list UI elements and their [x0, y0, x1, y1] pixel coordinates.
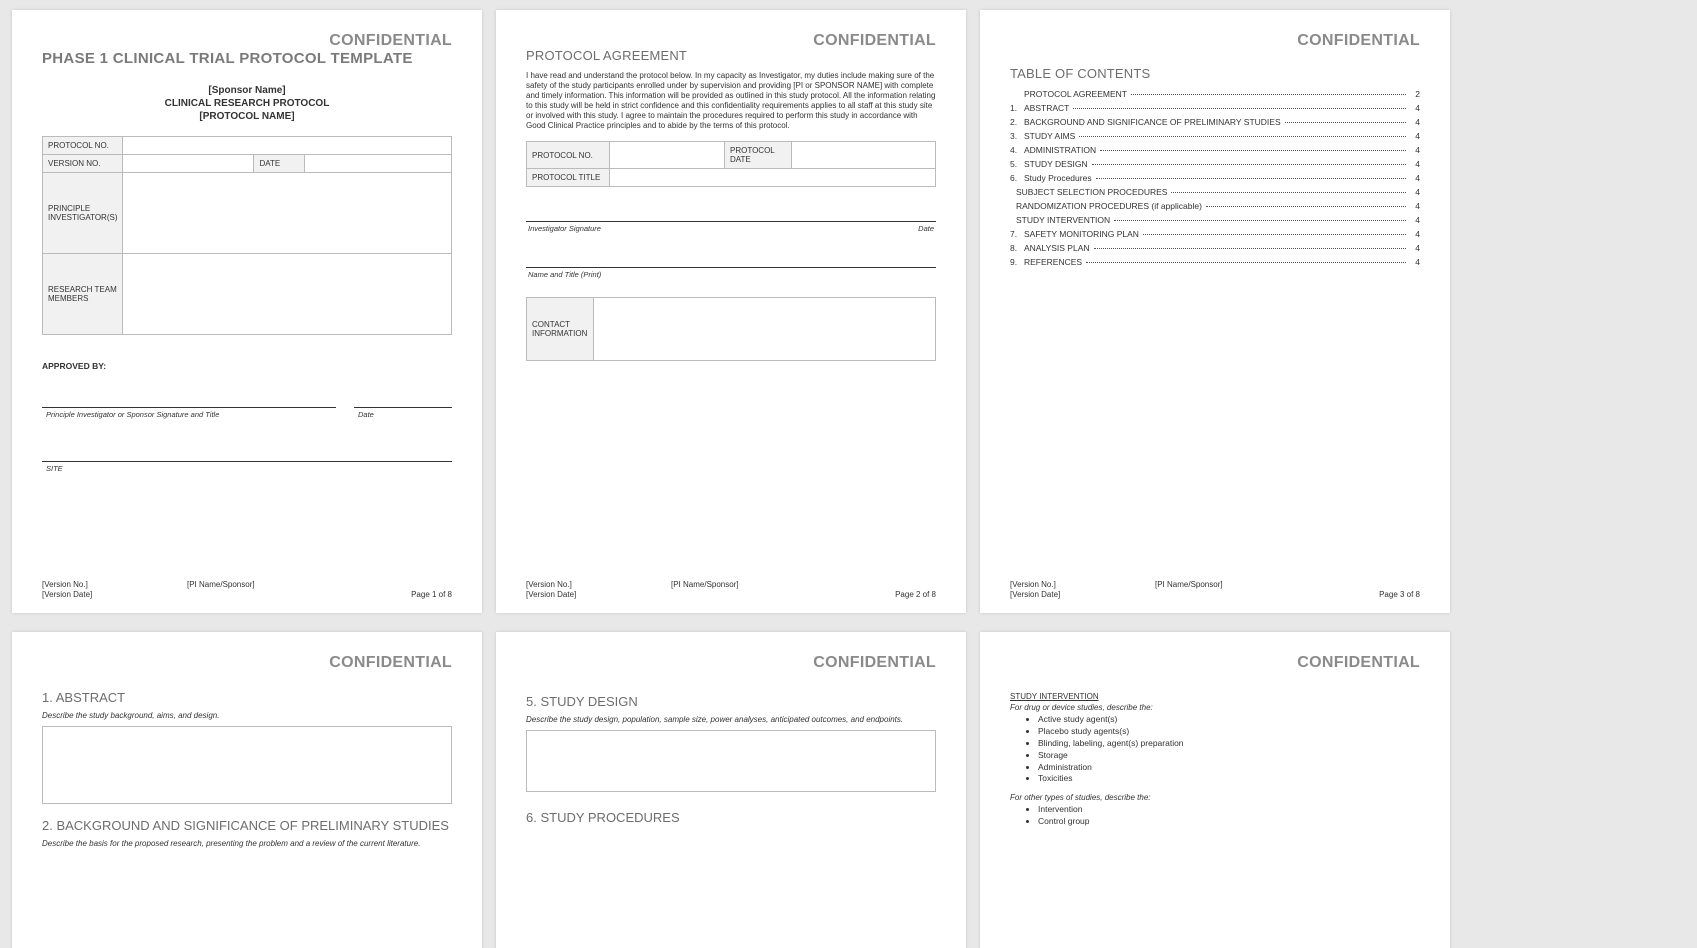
toc-entry: 9.REFERENCES4: [1010, 257, 1420, 267]
protocol-no-cell: [123, 137, 452, 155]
date-label: DATE: [254, 155, 305, 173]
toc-entry: 5.STUDY DESIGN4: [1010, 159, 1420, 169]
page-title: PHASE 1 CLINICAL TRIAL PROTOCOL TEMPLATE: [42, 50, 452, 67]
page-1: CONFIDENTIAL PHASE 1 CLINICAL TRIAL PROT…: [12, 10, 482, 613]
text-box: [42, 726, 452, 804]
list-item: Toxicities: [1038, 773, 1420, 785]
subsection-heading: STUDY INTERVENTION: [1010, 692, 1420, 701]
toc-entry: 7.SAFETY MONITORING PLAN4: [1010, 229, 1420, 239]
name-title-line: Name and Title (Print): [526, 267, 936, 279]
approved-by-label: APPROVED BY:: [42, 361, 452, 371]
page-footer: [Version No.][PI Name/Sponsor] [Version …: [526, 579, 936, 599]
protocol-name: [PROTOCOL NAME]: [42, 111, 452, 122]
subsection-description: For other types of studies, describe the…: [1010, 793, 1420, 802]
contact-cell: [594, 298, 936, 361]
section-description: Describe the study design, population, s…: [526, 715, 936, 724]
confidential-watermark: CONFIDENTIAL: [813, 654, 936, 672]
page-3: CONFIDENTIAL TABLE OF CONTENTS PROTOCOL …: [980, 10, 1450, 613]
version-no-cell: [123, 155, 254, 173]
table-of-contents: PROTOCOL AGREEMENT2 1.ABSTRACT4 2.BACKGROU…: [1010, 89, 1420, 267]
signature-line-pi: Principle Investigator or Sponsor Signat…: [42, 407, 336, 419]
section-heading: 6. STUDY PROCEDURES: [526, 810, 936, 825]
list-item: Active study agent(s): [1038, 714, 1420, 726]
protocol-title-label: PROTOCOL TITLE: [527, 169, 610, 187]
section-heading: 1. ABSTRACT: [42, 690, 452, 705]
list-item: Control group: [1038, 816, 1420, 828]
toc-entry: RANDOMIZATION PROCEDURES (if applicable)…: [1010, 201, 1420, 211]
page-footer: [Version No.][PI Name/Sponsor] [Version …: [42, 579, 452, 599]
signature-line-site: SITE: [42, 461, 452, 473]
page-number: Page 1 of 8: [411, 590, 452, 599]
list-item: Intervention: [1038, 804, 1420, 816]
protocol-no-cell: [610, 142, 725, 169]
contact-info-table: CONTACT INFORMATION: [526, 297, 936, 361]
team-label: RESEARCH TEAM MEMBERS: [43, 254, 123, 335]
section-heading: 5. STUDY DESIGN: [526, 694, 936, 709]
section-description: Describe the study background, aims, and…: [42, 711, 452, 720]
pi-label: PRINCIPLE INVESTIGATOR(S): [43, 173, 123, 254]
toc-entry: 8.ANALYSIS PLAN4: [1010, 243, 1420, 253]
toc-entry: STUDY INTERVENTION4: [1010, 215, 1420, 225]
section-heading: PROTOCOL AGREEMENT: [526, 48, 936, 63]
sponsor-name: [Sponsor Name]: [42, 85, 452, 96]
bullet-list: InterventionControl group: [1010, 804, 1420, 828]
confidential-watermark: CONFIDENTIAL: [329, 32, 452, 50]
date-cell: [305, 155, 452, 173]
subtitle: CLINICAL RESEARCH PROTOCOL: [42, 98, 452, 109]
protocol-date-label: PROTOCOL DATE: [725, 142, 792, 169]
toc-entry: 3.STUDY AIMS4: [1010, 131, 1420, 141]
protocol-date-cell: [792, 142, 936, 169]
signature-line-date: Date: [354, 407, 452, 419]
toc-entry: 6.Study Procedures4: [1010, 173, 1420, 183]
toc-entry: SUBJECT SELECTION PROCEDURES4: [1010, 187, 1420, 197]
pi-cell: [123, 173, 452, 254]
page-2: CONFIDENTIAL PROTOCOL AGREEMENT I have r…: [496, 10, 966, 613]
confidential-watermark: CONFIDENTIAL: [1297, 32, 1420, 50]
section-heading: 2. BACKGROUND AND SIGNIFICANCE OF PRELIM…: [42, 818, 452, 833]
toc-entry: 4.ADMINISTRATION4: [1010, 145, 1420, 155]
page-number: Page 2 of 8: [895, 590, 936, 599]
protocol-no-label: PROTOCOL NO.: [527, 142, 610, 169]
confidential-watermark: CONFIDENTIAL: [813, 32, 936, 50]
toc-entry: PROTOCOL AGREEMENT2: [1010, 89, 1420, 99]
list-item: Administration: [1038, 762, 1420, 774]
list-item: Blinding, labeling, agent(s) preparation: [1038, 738, 1420, 750]
protocol-no-label: PROTOCOL NO.: [43, 137, 123, 155]
protocol-title-cell: [610, 169, 936, 187]
confidential-watermark: CONFIDENTIAL: [1297, 654, 1420, 672]
page-footer: [Version No.][PI Name/Sponsor] [Version …: [1010, 579, 1420, 599]
section-description: Describe the basis for the proposed rese…: [42, 839, 452, 848]
page-4: CONFIDENTIAL 1. ABSTRACT Describe the st…: [12, 632, 482, 948]
confidential-watermark: CONFIDENTIAL: [329, 654, 452, 672]
page-5: CONFIDENTIAL 5. STUDY DESIGN Describe th…: [496, 632, 966, 948]
bullet-list: Active study agent(s)Placebo study agent…: [1010, 714, 1420, 785]
list-item: Storage: [1038, 750, 1420, 762]
contact-label: CONTACT INFORMATION: [527, 298, 594, 361]
protocol-info-table: PROTOCOL NO. VERSION NO. DATE PRINCIPLE I…: [42, 136, 452, 335]
team-cell: [123, 254, 452, 335]
protocol-agreement-table: PROTOCOL NO. PROTOCOL DATE PROTOCOL TITLE: [526, 141, 936, 187]
agreement-text: I have read and understand the protocol …: [526, 71, 936, 131]
text-box: [526, 730, 936, 792]
toc-entry: 1.ABSTRACT4: [1010, 103, 1420, 113]
investigator-signature-line: Investigator SignatureDate: [526, 221, 936, 233]
section-heading: TABLE OF CONTENTS: [1010, 66, 1420, 81]
toc-entry: 2.BACKGROUND AND SIGNIFICANCE OF PRELIMI…: [1010, 117, 1420, 127]
subsection-description: For drug or device studies, describe the…: [1010, 703, 1420, 712]
page-number: Page 3 of 8: [1379, 590, 1420, 599]
version-no-label: VERSION NO.: [43, 155, 123, 173]
list-item: Placebo study agents(s): [1038, 726, 1420, 738]
page-6: CONFIDENTIAL STUDY INTERVENTION For drug…: [980, 632, 1450, 948]
